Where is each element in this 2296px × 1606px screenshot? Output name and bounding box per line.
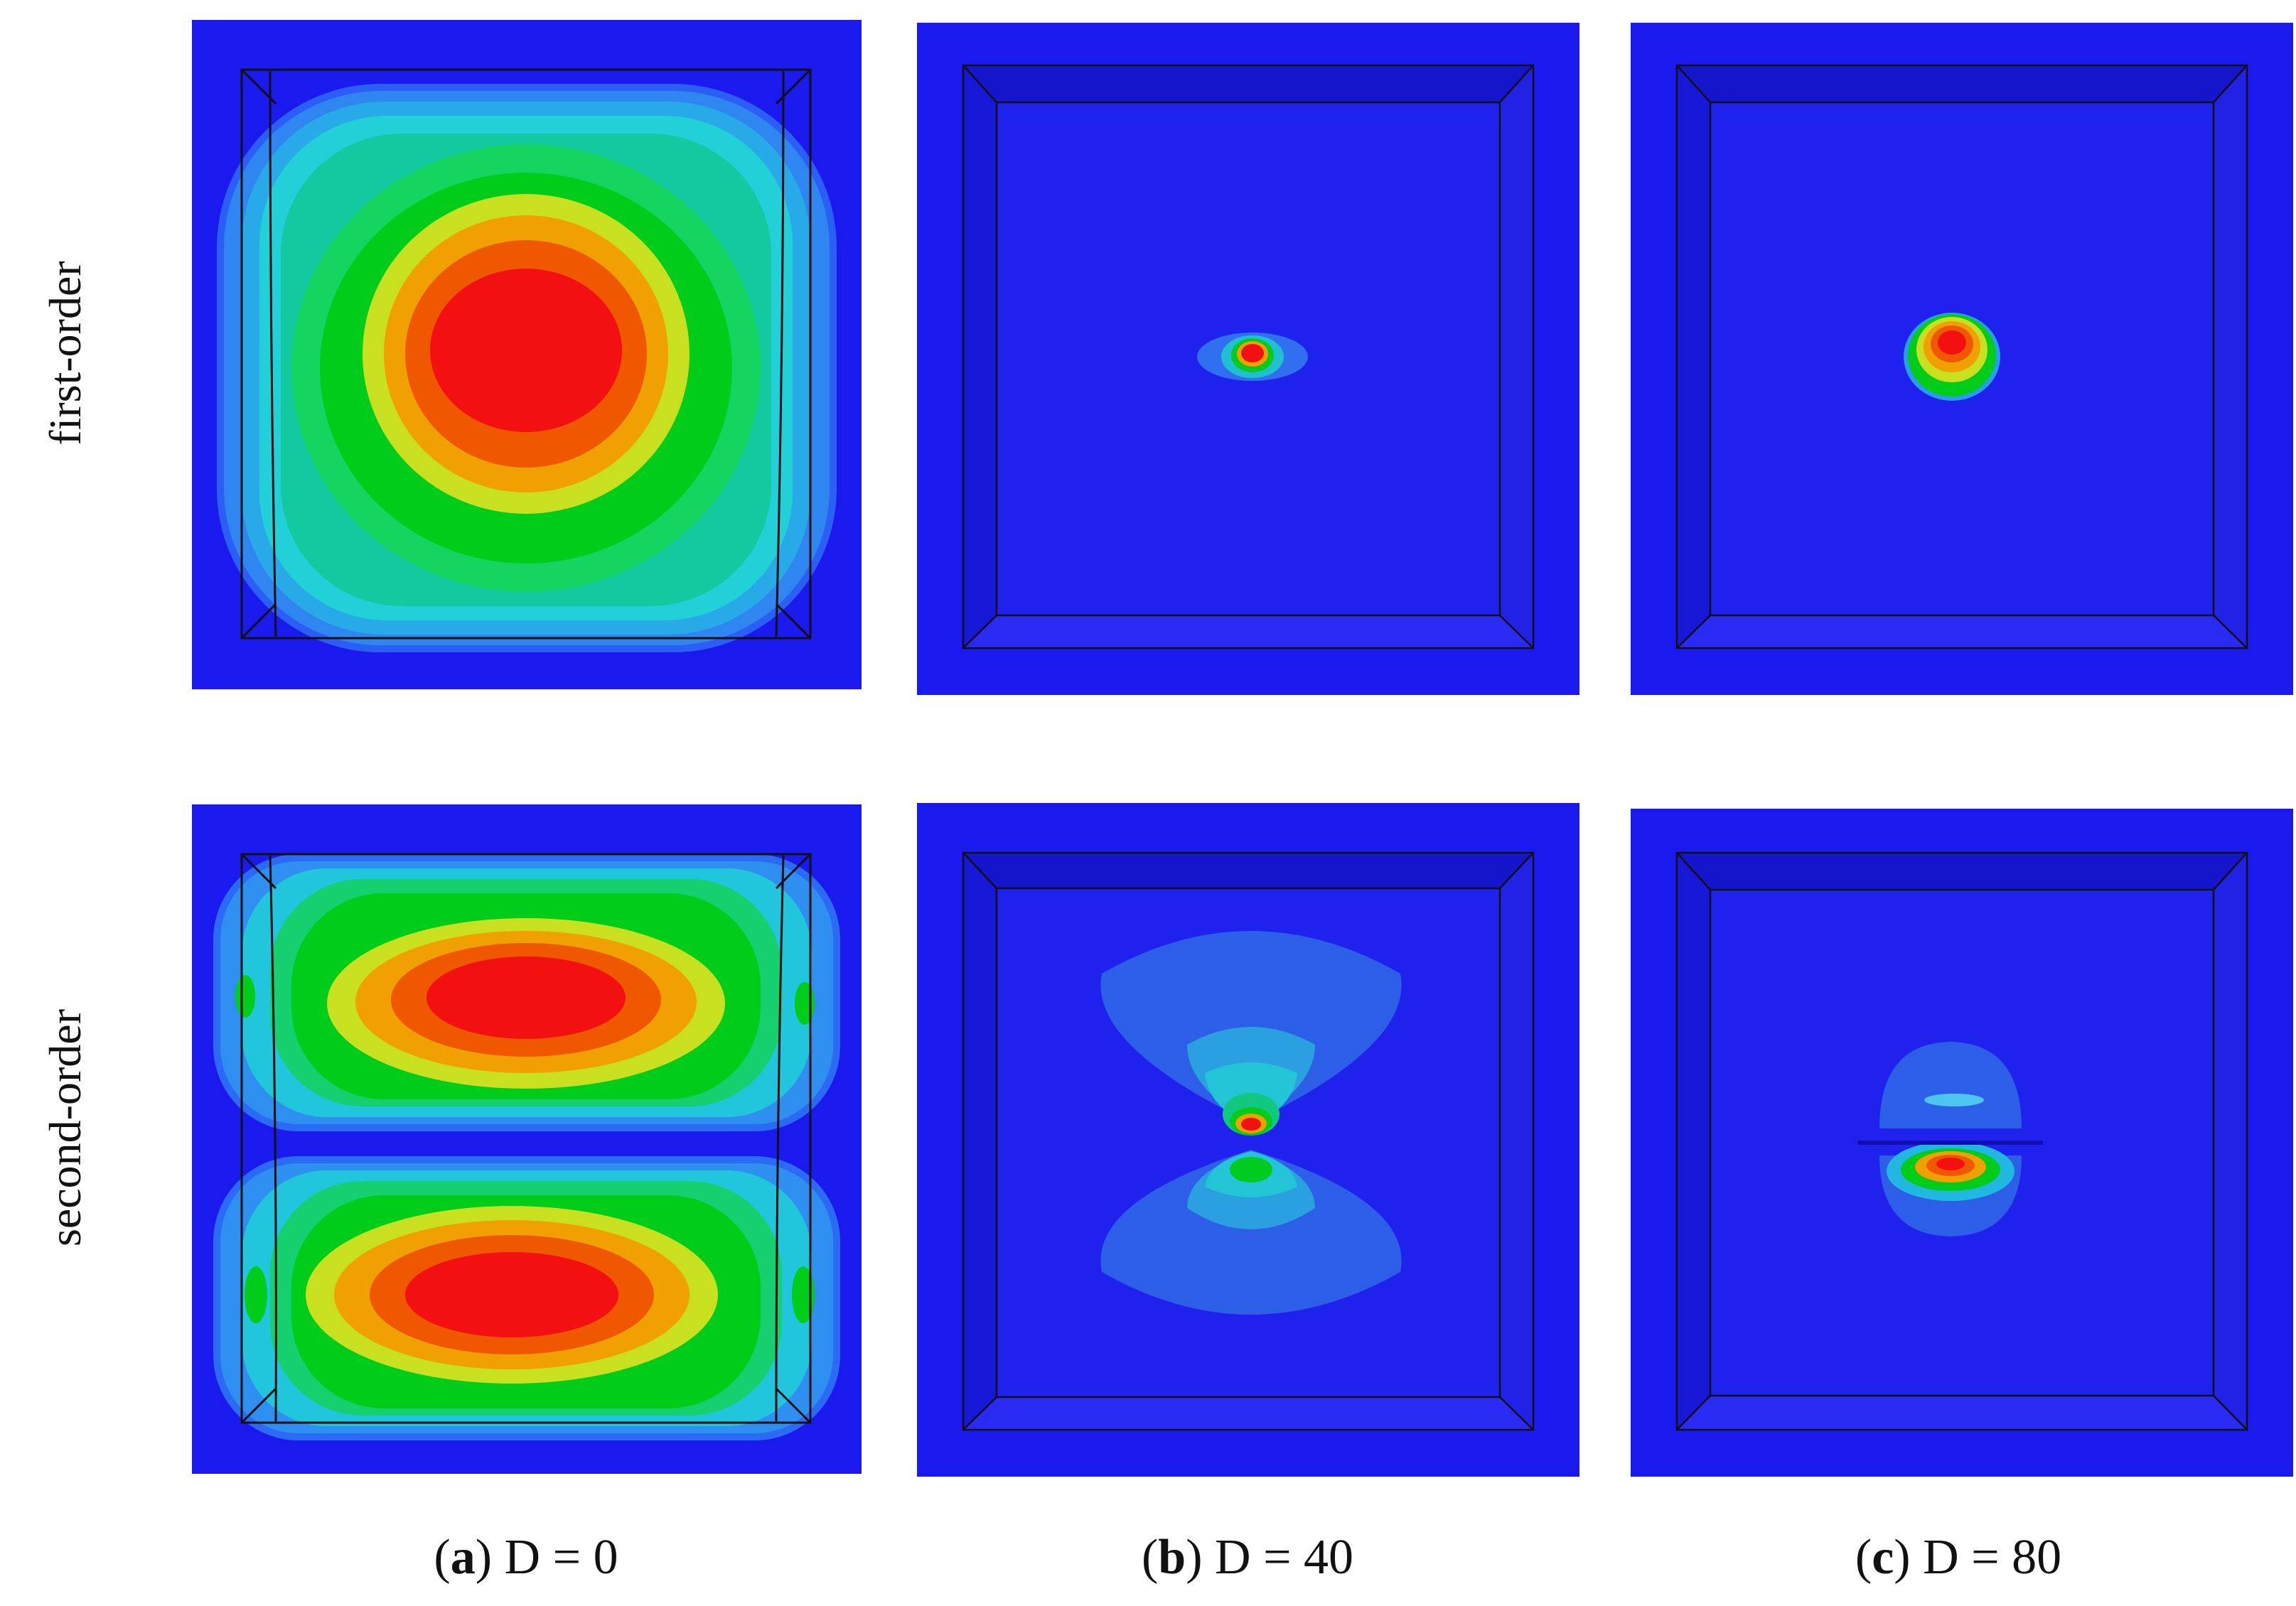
panel-second-order-d0	[192, 804, 862, 1474]
caption-b-text: D = 40	[1215, 1530, 1354, 1585]
panel-first-order-d80	[1631, 23, 2293, 695]
contour-plot-first-order-d40	[917, 23, 1579, 695]
contour-plot-first-order-d80	[1631, 23, 2293, 695]
caption-c-text: D = 80	[1923, 1530, 2062, 1585]
caption-b: (b) D = 40	[1141, 1530, 1354, 1585]
caption-c: (c) D = 80	[1855, 1530, 2062, 1585]
panel-first-order-d40	[917, 23, 1579, 695]
row-label-second-order: second-order	[40, 1008, 90, 1247]
contour-plot-second-order-d80	[1631, 809, 2293, 1477]
row-label-first-order: first-order	[40, 261, 90, 446]
caption-b-letter: b	[1158, 1530, 1186, 1585]
caption-c-letter: c	[1872, 1530, 1894, 1585]
caption-a-letter: a	[450, 1530, 476, 1585]
panel-first-order-d0	[192, 20, 862, 689]
contour-plot-first-order-d0	[192, 20, 862, 689]
panel-second-order-d80	[1631, 809, 2293, 1477]
contour-plot-second-order-d40	[917, 803, 1579, 1477]
caption-a-text: D = 0	[504, 1530, 618, 1585]
panel-second-order-d40	[917, 803, 1579, 1477]
contour-plot-second-order-d0	[192, 804, 862, 1474]
caption-a: (a) D = 0	[434, 1530, 618, 1585]
